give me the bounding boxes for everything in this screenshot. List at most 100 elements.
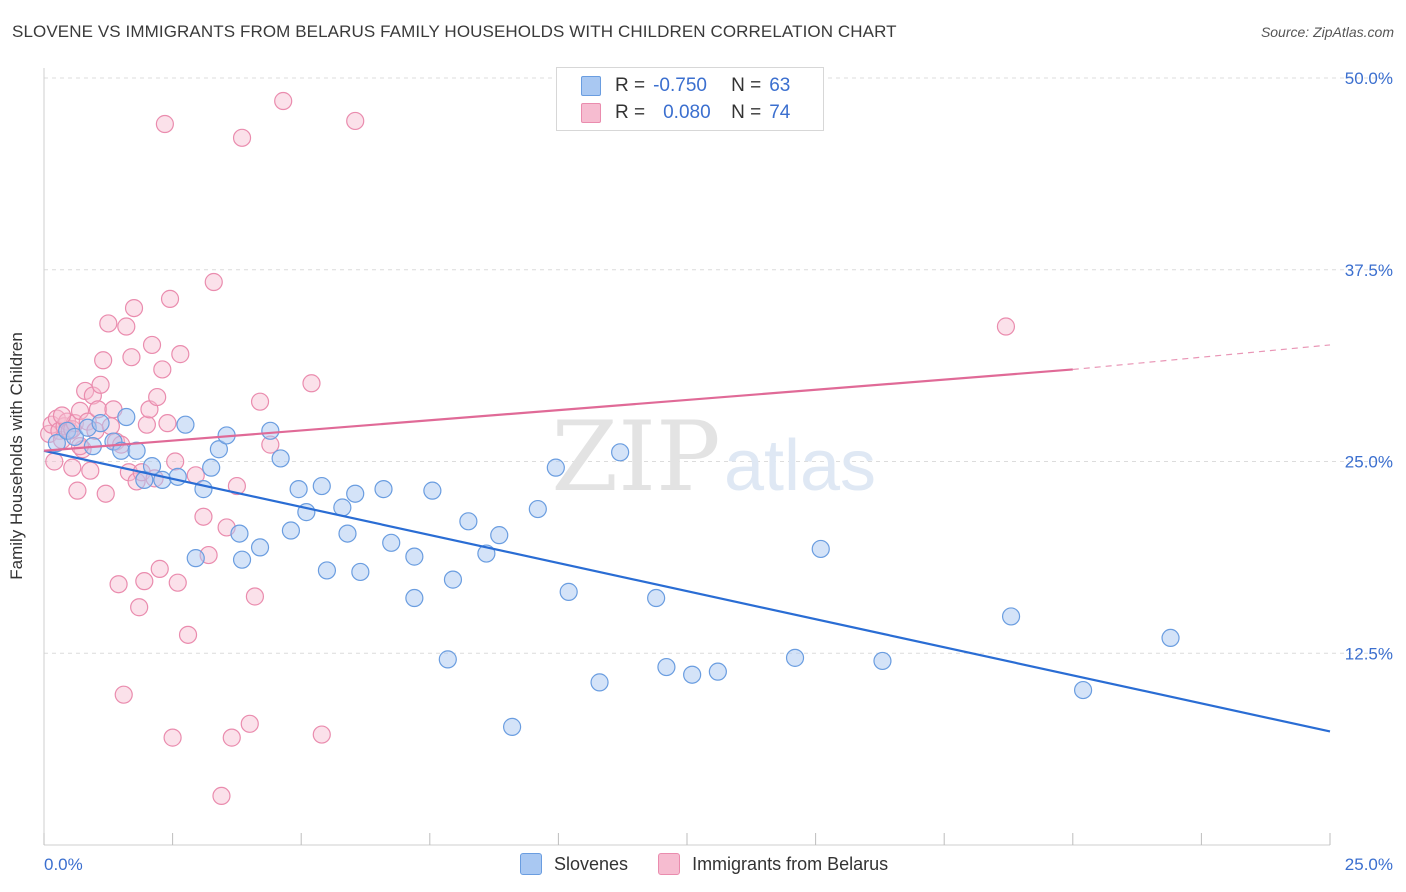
x-tick-label-max: 25.0% (1345, 855, 1393, 874)
data-point-belarus (227, 476, 246, 496)
data-point-slovenes (338, 524, 357, 543)
data-point-belarus (178, 625, 198, 644)
legend-label-slovenes: Slovenes (554, 853, 629, 874)
data-point-slovenes (683, 665, 702, 684)
n-label: N = (731, 102, 762, 123)
data-point-slovenes (346, 484, 365, 503)
data-point-belarus (163, 728, 182, 747)
legend-swatch-blue (581, 76, 601, 96)
data-point-belarus (222, 728, 241, 747)
r-label: R = (615, 102, 646, 123)
data-point-belarus (312, 725, 331, 744)
data-point-slovenes (590, 673, 609, 692)
watermark-zip: ZIP (551, 401, 720, 513)
data-point-belarus (996, 317, 1016, 336)
r-label: R = (615, 75, 646, 96)
legend-label-belarus: Immigrants from Belarus (692, 853, 889, 874)
data-point-belarus (52, 406, 72, 425)
data-point-slovenes (65, 427, 84, 447)
data-point-slovenes (873, 651, 892, 671)
stats-legend: R = -0.750 N = 63 R = 0.080 N = 74 (556, 67, 824, 131)
data-point-slovenes (382, 533, 401, 552)
x-tick-label-min: 0.0% (44, 855, 83, 874)
data-point-slovenes (176, 415, 195, 434)
data-point-slovenes (708, 662, 727, 681)
data-point-slovenes (47, 433, 66, 453)
data-point-belarus (148, 387, 167, 407)
data-point-belarus (158, 414, 177, 433)
data-point-slovenes (374, 480, 393, 499)
data-point-slovenes (250, 538, 270, 557)
data-point-slovenes (443, 570, 463, 589)
data-point-belarus (194, 507, 213, 526)
r-value-slovenes: -0.750 (653, 75, 707, 96)
data-point-slovenes (423, 481, 442, 500)
trend-line-slovenes (43, 449, 1331, 733)
gridlines (44, 77, 1392, 654)
data-point-belarus (153, 360, 172, 379)
data-point-belarus (122, 348, 141, 367)
watermark-atlas: atlas (724, 426, 876, 506)
data-point-belarus (302, 374, 321, 393)
data-point-belarus (117, 317, 136, 336)
trend-lines (43, 344, 1331, 733)
data-point-belarus (142, 335, 162, 355)
legend-item-belarus[interactable]: Immigrants from Belarus (658, 853, 888, 875)
data-point-slovenes (503, 717, 522, 736)
r-value-belarus: 0.080 (663, 102, 711, 123)
data-point-belarus (150, 559, 169, 578)
data-point-slovenes (546, 458, 565, 477)
source-label: Source: ZipAtlas.com (1260, 24, 1394, 40)
data-point-slovenes (271, 449, 290, 468)
data-point-slovenes (1161, 628, 1180, 648)
y-tick-label: 50.0% (1345, 69, 1393, 88)
data-point-belarus (63, 458, 82, 477)
data-point-belarus (346, 111, 365, 131)
legend-row-slovenes: R = -0.750 N = 63 (581, 73, 790, 99)
watermark: ZIP atlas (551, 401, 876, 513)
data-point-slovenes (438, 650, 457, 669)
data-point-belarus (171, 345, 190, 364)
data-point-slovenes (559, 582, 578, 601)
data-point-belarus (232, 128, 252, 147)
data-point-slovenes (528, 499, 547, 519)
data-point-slovenes (209, 440, 228, 459)
data-point-slovenes (611, 443, 630, 462)
data-point-belarus (168, 573, 187, 592)
data-point-belarus (114, 685, 133, 704)
data-point-belarus (91, 375, 110, 394)
legend-row-belarus: R = 0.080 N = 74 (581, 100, 790, 126)
data-point-slovenes (811, 539, 830, 559)
y-axis-label: Family Households with Children (7, 332, 26, 580)
tick-labels: 12.5% 25.0% 37.5% 50.0% 0.0% 25.0% (44, 69, 1393, 874)
data-point-belarus (109, 575, 128, 594)
data-point-belarus (274, 91, 293, 111)
data-point-slovenes (232, 550, 252, 569)
data-point-belarus (166, 452, 185, 471)
data-point-slovenes (405, 588, 424, 608)
data-point-slovenes (153, 470, 172, 490)
data-point-slovenes (289, 480, 308, 499)
data-point-belarus (68, 481, 87, 500)
axes (43, 68, 1331, 846)
data-point-belarus (130, 598, 149, 617)
data-point-belarus (160, 289, 180, 308)
data-point-belarus (250, 392, 270, 411)
data-point-slovenes (1001, 607, 1021, 626)
data-point-slovenes (785, 648, 805, 667)
y-tick-label: 12.5% (1345, 644, 1393, 663)
data-point-slovenes (459, 512, 478, 531)
trend-line-belarus (43, 368, 1073, 452)
data-point-belarus (240, 714, 259, 733)
data-point-belarus (204, 272, 223, 292)
legend-item-slovenes[interactable]: Slovenes (520, 853, 628, 875)
data-point-slovenes (168, 467, 187, 486)
data-point-slovenes (317, 561, 337, 580)
data-point-belarus (135, 572, 154, 591)
data-point-slovenes (1073, 680, 1093, 700)
data-point-slovenes (261, 421, 280, 440)
data-point-slovenes (127, 441, 146, 460)
legend-swatch-pink (581, 103, 601, 123)
data-point-slovenes (405, 547, 424, 566)
